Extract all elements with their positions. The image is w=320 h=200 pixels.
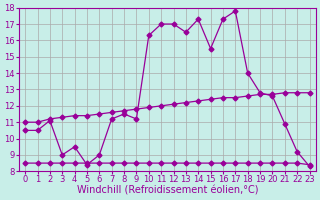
X-axis label: Windchill (Refroidissement éolien,°C): Windchill (Refroidissement éolien,°C) [76,186,258,196]
